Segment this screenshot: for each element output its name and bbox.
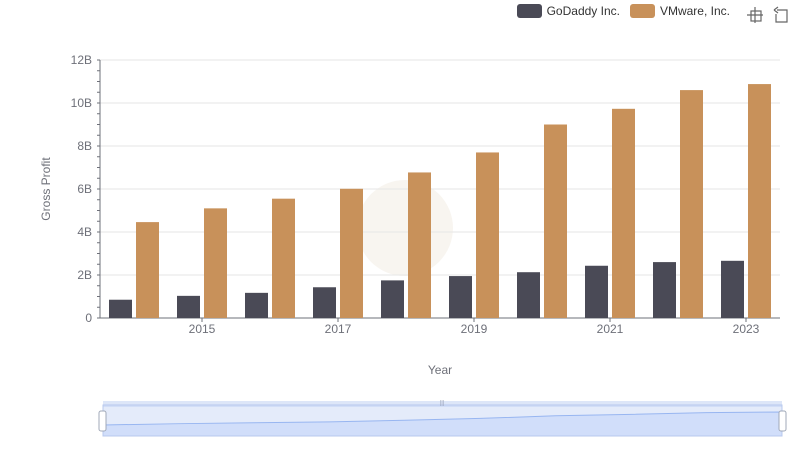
y-tick-label: 6B bbox=[77, 182, 92, 196]
bar-vmware-2018 bbox=[408, 172, 431, 318]
bar-godaddy-2014 bbox=[109, 299, 132, 318]
bar-vmware-2016 bbox=[272, 198, 295, 318]
bar-godaddy-2020 bbox=[517, 272, 540, 318]
chart-legend: GoDaddy Inc. VMware, Inc. bbox=[507, 4, 730, 18]
y-tick-label: 4B bbox=[77, 225, 92, 239]
bar-godaddy-2022 bbox=[653, 262, 676, 318]
bar-vmware-2017 bbox=[340, 188, 363, 318]
zoom-slider-window bbox=[102, 404, 783, 437]
bar-vmware-2022 bbox=[680, 90, 703, 318]
x-tick-label: 2015 bbox=[189, 322, 216, 336]
legend-label-vmware: VMware, Inc. bbox=[659, 4, 730, 18]
legend-swatch-godaddy bbox=[516, 4, 542, 18]
legend-item-godaddy[interactable]: GoDaddy Inc. bbox=[516, 4, 620, 18]
bar-godaddy-2016 bbox=[245, 292, 268, 318]
x-tick-label: 2019 bbox=[461, 322, 488, 336]
zoom-reset-icon[interactable] bbox=[772, 6, 790, 24]
zoom-handle-left[interactable] bbox=[98, 410, 107, 432]
bar-godaddy-2021 bbox=[585, 265, 608, 318]
x-tick-label: 2017 bbox=[325, 322, 352, 336]
y-axis-title: Gross Profit bbox=[39, 157, 53, 221]
legend-swatch-vmware bbox=[629, 4, 655, 18]
y-tick-label: 12B bbox=[71, 53, 92, 67]
zoom-select-icon[interactable] bbox=[746, 6, 764, 24]
bar-godaddy-2023 bbox=[721, 260, 744, 318]
legend-label-godaddy: GoDaddy Inc. bbox=[546, 4, 620, 18]
x-tick-label: 2021 bbox=[597, 322, 624, 336]
y-tick-label: 8B bbox=[77, 139, 92, 153]
bar-vmware-2021 bbox=[612, 108, 635, 319]
bar-vmware-2019 bbox=[476, 152, 499, 318]
zoom-drag-grip: ||| bbox=[440, 401, 445, 407]
y-tick-label: 0 bbox=[85, 311, 92, 325]
zoom-handle-right[interactable] bbox=[778, 410, 787, 432]
y-tick-label: 10B bbox=[71, 96, 92, 110]
zoom-slider-bar bbox=[103, 401, 782, 407]
watermark-logo bbox=[357, 180, 453, 276]
x-tick-label: 2023 bbox=[733, 322, 760, 336]
bar-godaddy-2015 bbox=[177, 295, 200, 318]
bar-godaddy-2019 bbox=[449, 276, 472, 318]
bar-vmware-2015 bbox=[204, 208, 227, 318]
x-axis-title: Year bbox=[428, 363, 452, 377]
chart-toolbox bbox=[738, 6, 790, 24]
y-tick-label: 2B bbox=[77, 268, 92, 282]
bar-vmware-2023 bbox=[748, 84, 771, 318]
bar-vmware-2020 bbox=[544, 124, 567, 318]
legend-item-vmware[interactable]: VMware, Inc. bbox=[629, 4, 730, 18]
bar-godaddy-2018 bbox=[381, 280, 404, 318]
bar-godaddy-2017 bbox=[313, 287, 336, 318]
bar-vmware-2014 bbox=[136, 222, 159, 318]
